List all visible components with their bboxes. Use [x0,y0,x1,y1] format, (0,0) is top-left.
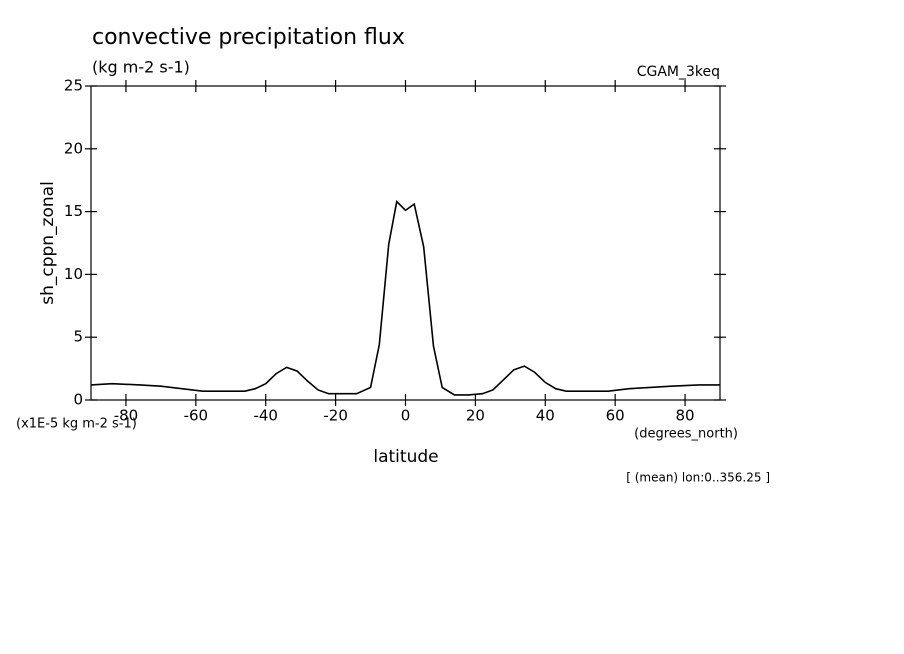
plot-frame [90,85,721,401]
y-tick-label: 10 [64,265,83,283]
y-tick-label: 25 [64,77,83,95]
x-units: (degrees_north) [634,427,738,442]
x-tick-label: 80 [676,407,695,425]
y-axis-label: sh_cppn_zonal [38,181,58,305]
x-tick-label: -40 [253,407,278,425]
x-tick-label: 20 [466,407,485,425]
x-tick-label: -20 [323,407,348,425]
footnote: [ (mean) lon:0..356.25 ] [626,471,770,485]
x-tick-label: 60 [606,407,625,425]
y-tick-label: 0 [73,391,83,409]
x-axis-label: latitude [373,447,438,467]
x-tick-label: 0 [401,407,411,425]
x-tick-label: -80 [114,407,139,425]
subtitle: (kg m-2 s-1) [92,58,190,77]
x-tick-label: -60 [184,407,209,425]
chart-title: convective precipitation flux [92,25,405,50]
y-tick-label: 15 [64,202,83,220]
y-units: (x1E-5 kg m-2 s-1) [16,417,137,432]
y-tick-label: 20 [64,139,83,157]
dataset-label: CGAM_3keq [637,64,720,80]
data-line [90,199,720,396]
y-tick-label: 5 [73,328,83,346]
x-tick-label: 40 [536,407,555,425]
